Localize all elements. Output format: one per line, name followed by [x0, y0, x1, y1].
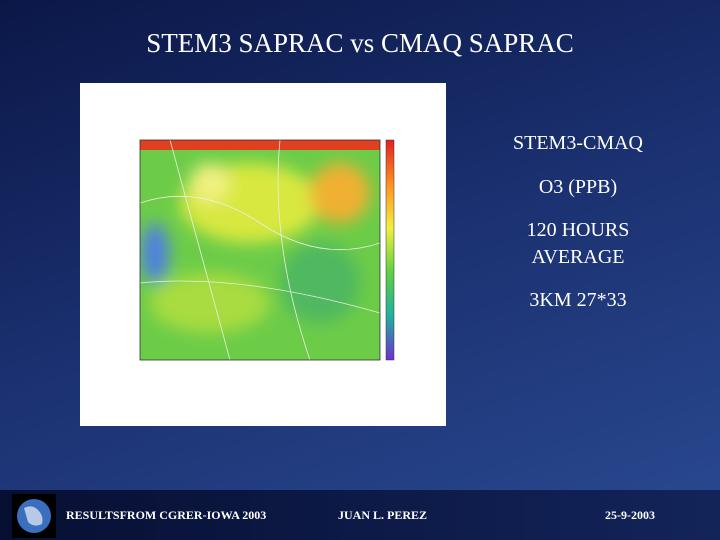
- side-text: O3 (PPB): [538, 176, 618, 198]
- side-text: 120 HOURS: [526, 219, 630, 241]
- footer-right: 25-9-2003: [605, 508, 655, 522]
- globe-icon: [12, 494, 56, 538]
- side-text: 3KM 27*33: [529, 289, 627, 311]
- map-figure: [80, 83, 446, 426]
- slide-title: STEM3 SAPRAC vs CMAQ SAPRAC: [146, 28, 574, 58]
- side-text: AVERAGE: [531, 246, 625, 268]
- footer-center: JUAN L. PEREZ: [338, 508, 428, 522]
- footer-left: RESULTSFROM CGRER-IOWA 2003: [66, 508, 267, 522]
- footer: RESULTSFROM CGRER-IOWA 2003 JUAN L. PERE…: [0, 490, 720, 540]
- side-text: STEM3-CMAQ: [512, 132, 643, 154]
